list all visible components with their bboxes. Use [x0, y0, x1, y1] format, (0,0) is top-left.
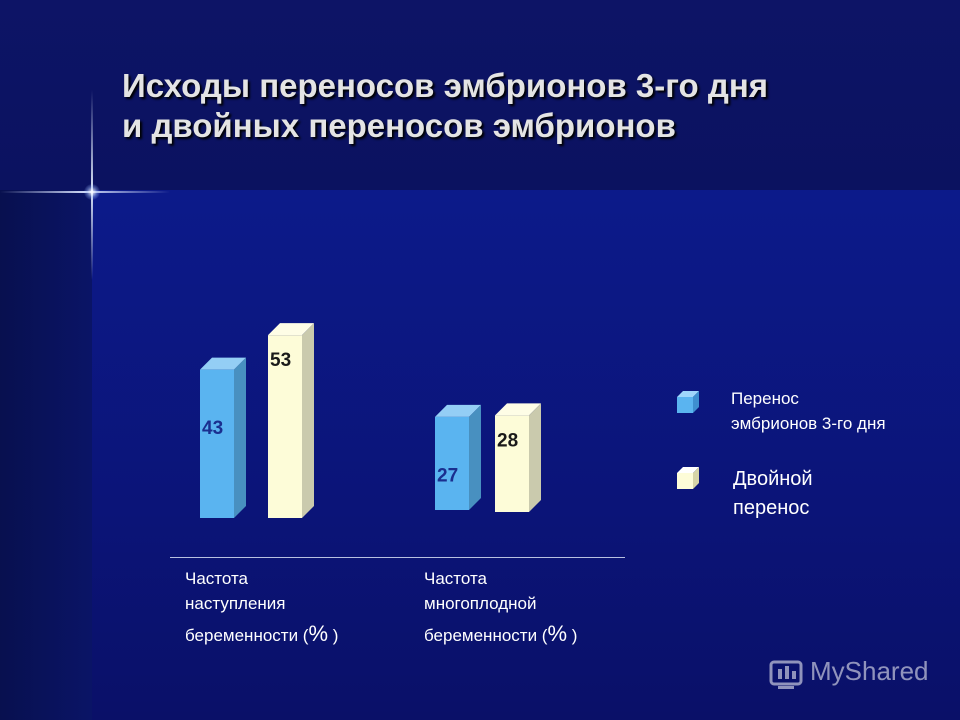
- sparkle-center: [84, 184, 100, 200]
- bar-side-face: [302, 323, 314, 518]
- slide-header-background: [0, 0, 960, 190]
- category-label-2-line-1: Частота: [424, 569, 488, 588]
- legend-swatch-series-2: [677, 467, 699, 489]
- bar-side-face: [234, 357, 246, 518]
- legend-label-series-1: Перенос эмбрионов 3-го дня: [731, 389, 886, 433]
- bar-front-face: [268, 335, 302, 518]
- category-axis-line: [170, 557, 625, 558]
- legend-label-series-2: Двойной перенос: [733, 468, 813, 519]
- bar-series-2-category-2: [495, 403, 541, 512]
- bar-series-2-category-1: [268, 323, 314, 518]
- data-label-series-2-category-2: 28: [497, 430, 518, 451]
- slide-left-strip: [0, 190, 92, 720]
- category-label-1-line-2: наступления: [185, 594, 286, 613]
- category-label-1-line-3: беременности (% ): [185, 621, 339, 646]
- category-label-2-line-2: многоплодной: [424, 594, 537, 613]
- myshared-logo-icon: [769, 660, 803, 689]
- myshared-watermark: MyShared: [810, 656, 929, 686]
- data-label-series-2-category-1: 53: [270, 350, 291, 371]
- bar-side-face: [469, 404, 481, 510]
- slide-title-line-1: Исходы переносов эмбрионов 3-го дня: [122, 67, 769, 104]
- bar-top-face: [435, 404, 481, 417]
- bar-front-face: [435, 416, 469, 510]
- legend-swatch-series-1: [677, 391, 699, 413]
- category-label-1-line-1: Частота: [185, 569, 249, 588]
- slide-title: Исходы переносов эмбрионов 3-го дня и дв…: [122, 66, 922, 146]
- slide-title-line-2: и двойных переносов эмбрионов: [122, 107, 676, 144]
- bar-top-face: [495, 403, 541, 416]
- bar-side-face: [529, 403, 541, 512]
- bar-top-face: [268, 323, 314, 336]
- bar-series-1-category-1: [200, 357, 246, 518]
- category-label-1: Частота наступления беременности (% ): [185, 566, 338, 654]
- data-label-series-1-category-1: 43: [202, 418, 223, 439]
- bar-top-face: [200, 357, 246, 370]
- category-label-2: Частота многоплодной беременности (% ): [424, 566, 577, 654]
- bar-front-face: [495, 415, 529, 512]
- bar-series-1-category-2: [435, 404, 481, 510]
- data-label-series-1-category-2: 27: [437, 465, 458, 486]
- category-label-2-line-3: беременности (% ): [424, 621, 578, 646]
- bar-front-face: [200, 369, 234, 518]
